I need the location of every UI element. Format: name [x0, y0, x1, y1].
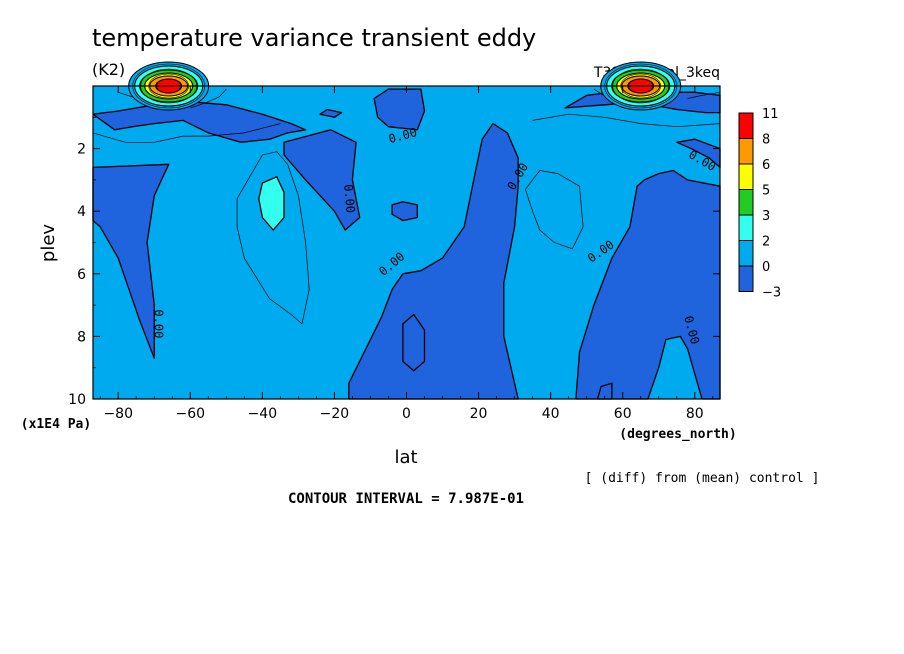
colorbar-level-5: 2 [762, 235, 770, 250]
negative-region-3 [373, 88, 426, 131]
colorbar-level-1: 8 [762, 133, 770, 148]
chart-units: (K2) [92, 60, 125, 79]
x-axis-label: lat [394, 447, 417, 468]
y-axis-units: (x1E4 Pa) [21, 417, 91, 432]
diff-note: [ (diff) from (mean) control ] [585, 471, 820, 486]
thin-contour-1 [525, 170, 584, 250]
peak-north [600, 61, 682, 111]
negative-region-1 [92, 163, 170, 359]
chart-title: temperature variance transient eddy [92, 24, 536, 52]
thin-contour-7 [687, 91, 721, 99]
negative-region-6 [402, 313, 426, 372]
x-tick-label-2: −40 [248, 406, 278, 422]
y-tick-label-4: 10 [68, 392, 86, 408]
y-tick-label-1: 4 [77, 204, 86, 220]
colorbar-swatch-1 [738, 138, 754, 165]
contour-label-1: 0.00 [341, 184, 357, 214]
plot-area: 0.000.000.000.00 0.000.000.00 0.00−80 −60 −4… [68, 61, 721, 422]
y-axis-label: plev [38, 224, 59, 263]
colorbar-level-3: 5 [762, 184, 770, 199]
colorbar-swatch-2 [738, 163, 754, 190]
y-tick-label-3: 8 [77, 329, 86, 345]
colorbar-level-0: 11 [762, 107, 779, 122]
y-tick-label-0: 2 [77, 142, 86, 158]
x-tick-label-4: 0 [402, 406, 411, 422]
colorbar-swatch-5 [738, 240, 754, 267]
colorbar-swatch-6 [738, 265, 754, 292]
x-tick-label-7: 60 [614, 406, 632, 422]
x-tick-label-5: 20 [470, 406, 488, 422]
thin-contour-0 [236, 151, 310, 325]
x-tick-label-8: 80 [686, 406, 704, 422]
x-axis-units: (degrees_north) [619, 427, 736, 442]
x-tick-label-3: −20 [320, 406, 350, 422]
thin-contour-4 [190, 88, 227, 109]
colorbar-level-2: 6 [762, 158, 770, 173]
thin-contour-2 [92, 123, 281, 143]
light-region-0 [258, 175, 285, 231]
x-tick-label-0: −80 [103, 406, 133, 422]
colorbar-level-6: 0 [762, 260, 770, 275]
x-tick-label-6: 40 [542, 406, 560, 422]
negative-region-4 [391, 201, 418, 222]
colorbar-swatch-0 [738, 112, 754, 139]
contour-interval: CONTOUR INTERVAL = 7.987E-01 [288, 491, 524, 507]
colorbar-swatch-4 [738, 214, 754, 241]
thin-contour-3 [532, 113, 721, 128]
colorbar-swatch-3 [738, 189, 754, 216]
negative-region-7 [575, 169, 721, 400]
colorbar-level-4: 3 [762, 209, 770, 224]
negative-region-5 [348, 122, 519, 400]
negative-region-2 [283, 129, 361, 231]
negative-region-11 [319, 108, 343, 118]
colorbar-level-7: −3 [762, 286, 781, 301]
y-tick-label-2: 6 [77, 267, 86, 283]
contour-label-6: 0.00 [151, 309, 165, 338]
x-tick-label-1: −60 [176, 406, 206, 422]
colorbar: 11 8 6 5 3 2 0 −3 [738, 107, 781, 301]
